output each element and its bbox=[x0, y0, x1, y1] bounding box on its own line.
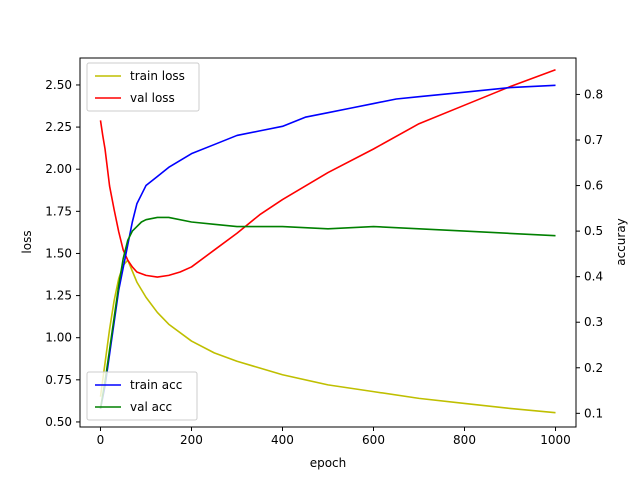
y-left-axis-title: loss bbox=[20, 230, 34, 253]
legend-val-loss-label: val loss bbox=[130, 91, 175, 105]
legend-val-acc-label: val acc bbox=[130, 400, 172, 414]
x-axis-ticks: 0 200 400 600 800 1000 bbox=[97, 427, 571, 447]
y-left-tick-label: 1.25 bbox=[45, 289, 72, 303]
y-left-tick-label: 2.50 bbox=[45, 78, 72, 92]
y-right-tick-label: 0.6 bbox=[584, 179, 603, 193]
y-right-tick-label: 0.4 bbox=[584, 270, 603, 284]
x-tick-label: 200 bbox=[180, 433, 203, 447]
y-right-axis-ticks: 0.1 0.2 0.3 0.4 0.5 0.6 0.7 0.8 bbox=[576, 87, 603, 420]
y-left-tick-label: 0.50 bbox=[45, 415, 72, 429]
series-line-train-acc bbox=[99, 84, 556, 409]
x-tick-label: 0 bbox=[97, 433, 105, 447]
legend-acc: train acc val acc bbox=[86, 371, 198, 421]
y-right-tick-label: 0.2 bbox=[584, 361, 603, 375]
series-line-val-loss bbox=[99, 69, 556, 278]
y-right-axis-title: accuray bbox=[614, 218, 628, 266]
y-right-tick-label: 0.1 bbox=[584, 406, 603, 420]
y-left-tick-label: 1.00 bbox=[45, 331, 72, 345]
series-line-train-loss bbox=[99, 259, 556, 414]
legend-loss: train loss val loss bbox=[86, 62, 200, 112]
legend-loss-box bbox=[86, 62, 200, 112]
legend-train-loss-label: train loss bbox=[130, 69, 185, 83]
y-left-tick-label: 2.00 bbox=[45, 162, 72, 176]
x-tick-label: 1000 bbox=[540, 433, 571, 447]
x-tick-label: 400 bbox=[271, 433, 294, 447]
y-left-tick-label: 0.75 bbox=[45, 373, 72, 387]
legend-train-acc-label: train acc bbox=[130, 378, 182, 392]
y-left-tick-label: 1.50 bbox=[45, 246, 72, 260]
y-right-tick-label: 0.3 bbox=[584, 315, 603, 329]
y-right-tick-label: 0.5 bbox=[584, 224, 603, 238]
y-right-tick-label: 0.8 bbox=[584, 87, 603, 101]
x-tick-label: 800 bbox=[453, 433, 476, 447]
series-line-val-acc bbox=[99, 216, 556, 409]
y-left-tick-label: 2.25 bbox=[45, 120, 72, 134]
legend-acc-box bbox=[86, 371, 198, 421]
y-left-axis-ticks: 0.50 0.75 1.00 1.25 1.50 1.75 2.00 2.25 2.50 bbox=[45, 78, 80, 429]
y-left-tick-label: 1.75 bbox=[45, 204, 72, 218]
series-layer bbox=[99, 69, 556, 414]
plot-frame bbox=[79, 57, 577, 428]
x-axis-title: epoch bbox=[310, 456, 347, 470]
y-right-tick-label: 0.7 bbox=[584, 133, 603, 147]
x-tick-label: 600 bbox=[362, 433, 385, 447]
